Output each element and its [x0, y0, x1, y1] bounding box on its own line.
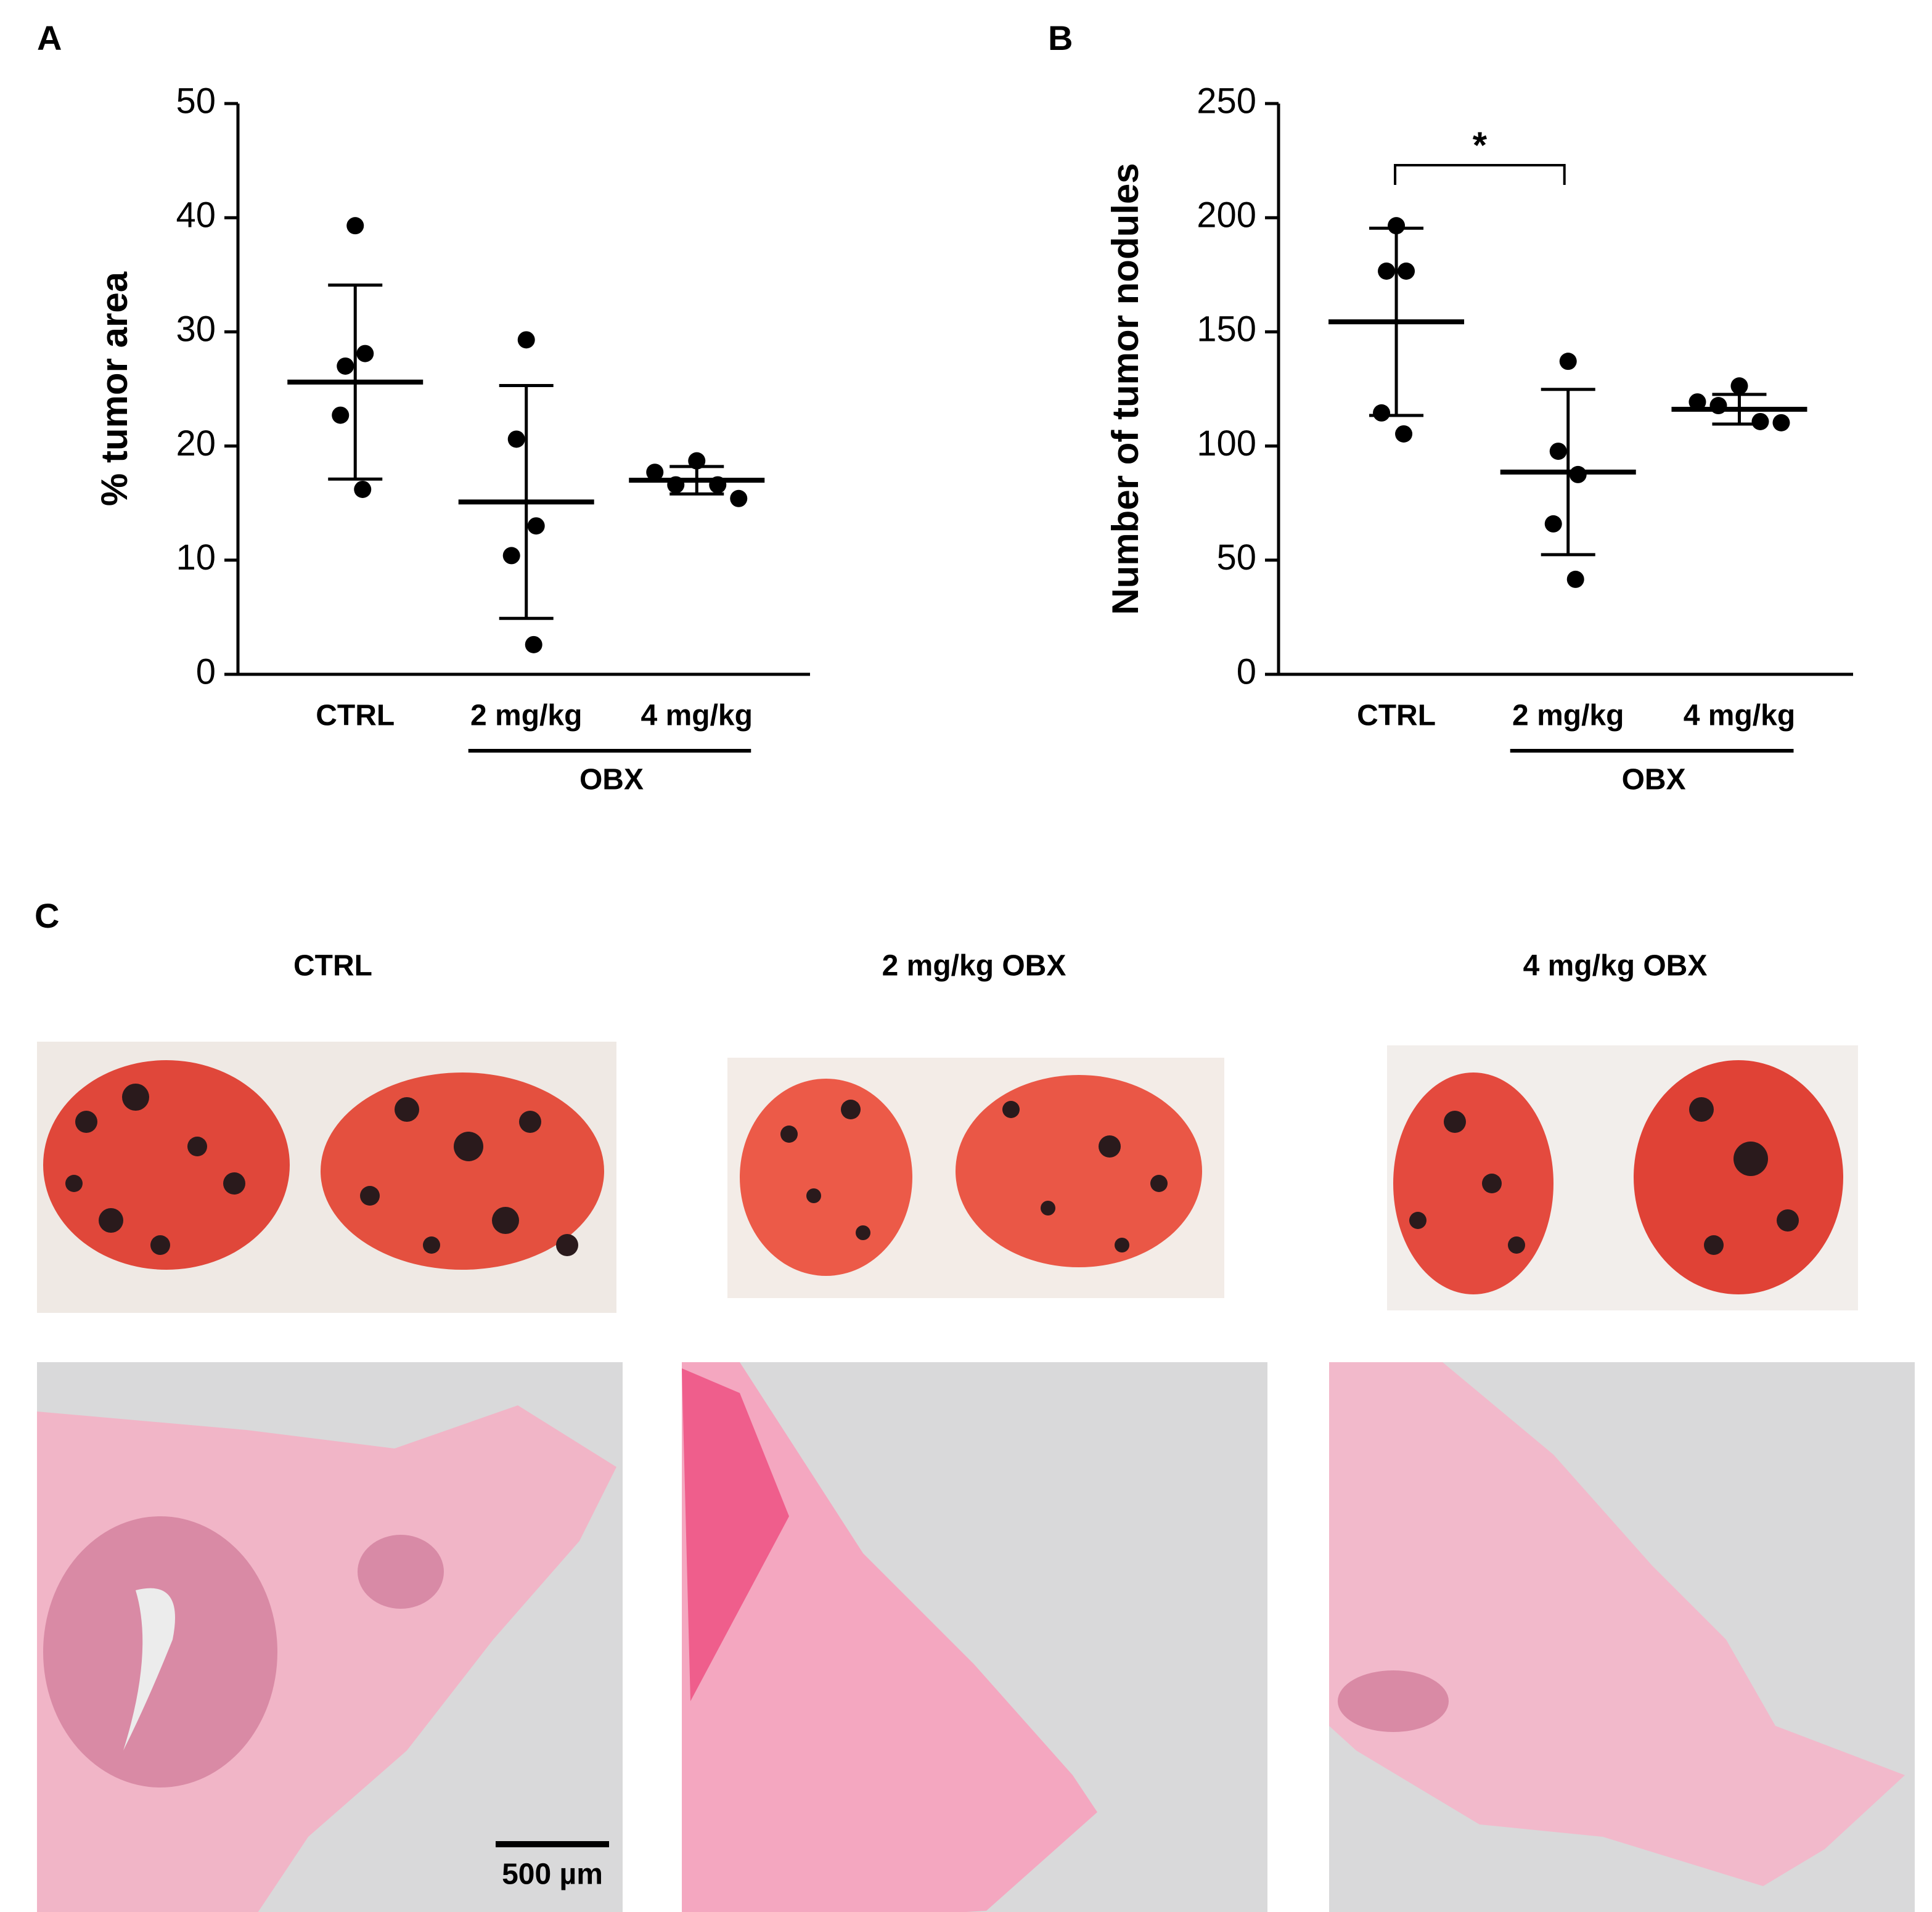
data-point	[1378, 262, 1396, 280]
data-point	[1566, 570, 1584, 588]
data-point	[356, 345, 374, 362]
data-point	[332, 406, 350, 424]
data-point	[1549, 443, 1567, 460]
data-point	[525, 635, 542, 653]
data-point	[730, 489, 748, 507]
data-point	[346, 217, 364, 235]
lung-photo	[37, 1042, 616, 1313]
group-label: OBX	[1622, 764, 1686, 796]
data-point	[1559, 353, 1577, 370]
y-tick-label: 150	[1197, 309, 1256, 349]
x-tick-label: CTRL	[1357, 700, 1436, 732]
x-tick-label: 2 mg/kg	[470, 700, 582, 732]
panel-label: B	[1048, 18, 1073, 57]
y-axis-label: % tumor area	[94, 271, 135, 506]
column-title: 2 mg/kg OBX	[882, 950, 1066, 983]
y-tick-label: 10	[176, 537, 216, 578]
column-title: 4 mg/kg OBX	[1523, 950, 1708, 983]
y-tick-label: 20	[176, 423, 216, 464]
scale-bar-label: 500 µm	[502, 1858, 603, 1891]
y-tick-label: 250	[1197, 81, 1256, 121]
data-point	[1388, 217, 1406, 235]
data-point	[1772, 414, 1790, 431]
chart: B Number of tumor nodules 0 50 100 150 200 250 C…	[1048, 18, 1853, 796]
significance-label: *	[1473, 125, 1488, 166]
histology-photo	[682, 1362, 1267, 1912]
histology-photo	[37, 1362, 623, 1912]
y-tick-label: 30	[176, 309, 216, 349]
y-tick-label: 200	[1197, 195, 1256, 235]
data-point	[507, 430, 525, 448]
data-point	[354, 480, 372, 498]
data-point	[502, 547, 520, 565]
column-title: CTRL	[293, 950, 372, 983]
data-point	[1398, 262, 1415, 280]
data-point	[646, 464, 664, 481]
data-point	[1569, 465, 1587, 483]
y-tick-label: 50	[1216, 537, 1256, 578]
data-point	[337, 357, 354, 375]
data-point	[527, 517, 545, 535]
lung-photo	[1387, 1045, 1858, 1310]
data-point	[1395, 425, 1413, 443]
data-point	[1688, 393, 1706, 411]
data-point	[1730, 377, 1748, 395]
data-point	[1751, 412, 1769, 430]
panel-label: C	[35, 896, 59, 935]
data-point	[517, 331, 535, 349]
chart: A % tumor area 0 10 20 30 40 50 CTRL 2 mg/kg 4 mg/…	[37, 18, 810, 796]
y-axis-label: Number of tumor nodules	[1105, 163, 1146, 615]
x-tick-label: CTRL	[316, 700, 395, 732]
panel-label: A	[37, 18, 62, 57]
lung-photo	[727, 1058, 1224, 1298]
x-tick-label: 2 mg/kg	[1512, 700, 1624, 732]
y-tick-label: 100	[1197, 423, 1256, 464]
group-label: OBX	[579, 764, 644, 796]
x-tick-label: 4 mg/kg	[641, 700, 753, 732]
data-point	[1373, 404, 1391, 422]
y-tick-label: 50	[176, 81, 216, 121]
y-tick-label: 0	[1237, 652, 1256, 692]
significance-bracket	[1394, 164, 1566, 185]
x-tick-label: 4 mg/kg	[1684, 700, 1795, 732]
histology-photo	[1329, 1362, 1915, 1912]
y-tick-label: 0	[196, 652, 216, 692]
data-point	[1544, 515, 1562, 533]
y-tick-label: 40	[176, 195, 216, 235]
